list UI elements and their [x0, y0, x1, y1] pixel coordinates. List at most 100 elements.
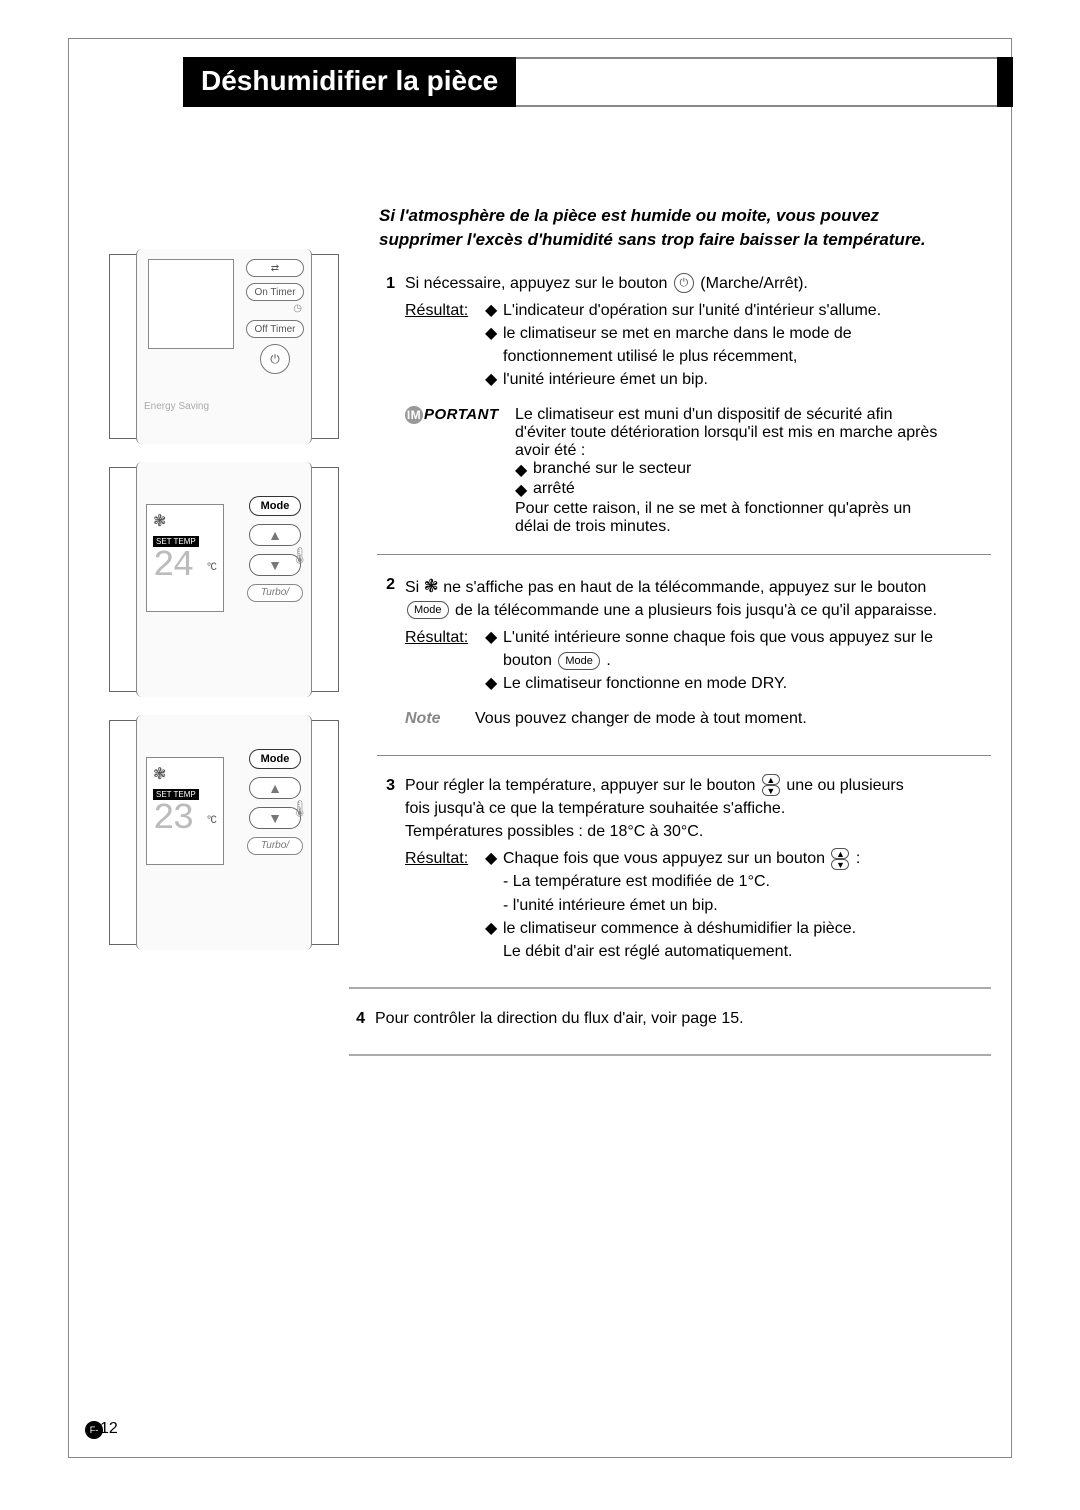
- page-title: Déshumidifier la pièce: [183, 57, 516, 107]
- step-number: 1: [379, 272, 405, 392]
- power-button: ⏻: [260, 344, 290, 374]
- note-label: Note: [405, 707, 475, 730]
- manual-page: Déshumidifier la pièce ⇄ On Timer ◷ Off …: [68, 38, 1012, 1458]
- note-block: Note Vous pouvez changer de mode à tout …: [405, 707, 991, 730]
- result-bullets: ◆L'indicateur d'opération sur l'unité d'…: [485, 299, 991, 392]
- on-timer-button: On Timer: [246, 283, 304, 301]
- important-text: d'éviter toute détérioration lorsqu'il e…: [515, 424, 991, 442]
- step-number: 3: [379, 774, 405, 964]
- remote-screen: ❃ SET TEMP 23 °C: [146, 757, 224, 865]
- bullet-text: fonctionnement utilisé le plus récemment…: [503, 345, 797, 368]
- separator: [377, 554, 991, 555]
- intro-line: supprimer l'excès d'humidité sans trop f…: [379, 230, 926, 249]
- step-text: Si ❃ ne s'affiche pas en haut de la télé…: [405, 573, 991, 599]
- important-callout: IMPORTANT Le climatiseur est muni d'un d…: [405, 406, 991, 536]
- remote-screen: [148, 259, 234, 349]
- dry-mode-icon: ❃: [153, 511, 217, 531]
- separator-wide: [349, 987, 991, 989]
- result-block: Résultat: ◆L'indicateur d'opération sur …: [405, 299, 991, 392]
- illustration-column: ⇄ On Timer ◷ Off Timer ⏻ Energy Saving ❃…: [89, 254, 359, 973]
- page-number: F-12: [85, 1420, 118, 1439]
- temp-up-button: ▲: [249, 524, 301, 546]
- separator: [377, 755, 991, 756]
- bullet-icon: ◆: [515, 480, 533, 500]
- page-number-value: 12: [100, 1420, 118, 1437]
- step-number: 4: [349, 1007, 375, 1030]
- temperature-display: 24 °C: [153, 549, 217, 583]
- important-icon: IM: [405, 406, 423, 424]
- updown-icon: ▲▼: [762, 774, 780, 796]
- result-block: Résultat: ◆Chaque fois que vous appuyez …: [405, 847, 991, 963]
- intro-line: Si l'atmosphère de la pièce est humide o…: [379, 206, 879, 225]
- bullet-text: L'unité intérieure sonne chaque fois que…: [503, 626, 933, 649]
- bullet-text: L'indicateur d'opération sur l'unité d'i…: [503, 299, 881, 322]
- title-endcap: [997, 57, 1013, 107]
- result-bullets: ◆L'unité intérieure sonne chaque fois qu…: [485, 626, 991, 696]
- title-rule: [516, 57, 997, 107]
- step-body: Pour régler la température, appuyer sur …: [405, 774, 991, 964]
- step-text: Pour régler la température, appuyer sur …: [405, 774, 991, 797]
- step-4: 4 Pour contrôler la direction du flux d'…: [349, 1007, 991, 1036]
- step-text: Pour contrôler la direction du flux d'ai…: [375, 1007, 991, 1030]
- temp-unit: °C: [206, 804, 215, 838]
- important-label: IMPORTANT: [405, 406, 515, 536]
- step-text: fois jusqu'à ce que la température souha…: [405, 797, 991, 820]
- bullet-icon: ◆: [485, 368, 503, 391]
- turbo-button: Turbo/: [247, 584, 303, 602]
- important-text: Pour cette raison, il ne se met à foncti…: [515, 500, 991, 518]
- bullet-text: le climatiseur se met en marche dans le …: [503, 322, 852, 345]
- energy-saving-label: Energy Saving: [144, 401, 209, 412]
- bullet-icon: ◆: [485, 917, 503, 940]
- temp-value: 23: [153, 798, 192, 839]
- bullet-text: bouton Mode .: [503, 649, 611, 672]
- separator-wide: [349, 1054, 991, 1056]
- mode-button: Mode: [249, 496, 301, 516]
- result-block: Résultat: ◆L'unité intérieure sonne chaq…: [405, 626, 991, 696]
- bullet-text: l'unité intérieure émet un bip.: [503, 368, 708, 391]
- step-text: Mode de la télécommande une a plusieurs …: [405, 599, 991, 622]
- bullet-text: Chaque fois que vous appuyez sur un bout…: [503, 847, 860, 870]
- bullet-icon: ◆: [485, 847, 503, 870]
- temp-value: 24: [153, 545, 192, 586]
- swing-button: ⇄: [246, 259, 304, 277]
- bullet-icon: ◆: [485, 626, 503, 649]
- title-bar: Déshumidifier la pièce: [183, 57, 1013, 107]
- remote-screen: ❃ SET TEMP 24 °C: [146, 504, 224, 612]
- remote-illustration-2: ❃ SET TEMP 24 °C Mode ▲ ▼ Turbo/ 🌡: [109, 467, 339, 692]
- intro-paragraph: Si l'atmosphère de la pièce est humide o…: [379, 204, 991, 252]
- mode-button: Mode: [249, 749, 301, 769]
- temp-unit: °C: [206, 551, 215, 585]
- bullet-icon: ◆: [485, 322, 503, 345]
- remote-buttons: ⇄ On Timer ◷ Off Timer ⏻: [244, 259, 306, 374]
- result-bullets: ◆Chaque fois que vous appuyez sur un bou…: [485, 847, 991, 963]
- important-text: avoir été :: [515, 442, 991, 460]
- dry-mode-icon: ❃: [153, 764, 217, 784]
- bullet-text: - La température est modifiée de 1°C.: [503, 870, 770, 893]
- step-body: Si nécessaire, appuyez sur le bouton ⏻ (…: [405, 272, 991, 392]
- important-text: délai de trois minutes.: [515, 518, 991, 536]
- bullet-text: Le climatiseur fonctionne en mode DRY.: [503, 672, 787, 695]
- bullet-icon: ◆: [485, 299, 503, 322]
- bullet-text: - l'unité intérieure émet un bip.: [503, 894, 718, 917]
- bullet-text: branché sur le secteur: [533, 460, 691, 480]
- text-column: Si l'atmosphère de la pièce est humide o…: [379, 204, 991, 1074]
- turbo-button: Turbo/: [247, 837, 303, 855]
- result-label: Résultat:: [405, 299, 485, 392]
- note-text: Vous pouvez changer de mode à tout momen…: [475, 707, 807, 730]
- step-1: 1 Si nécessaire, appuyez sur le bouton ⏻…: [379, 272, 991, 398]
- clock-icon: ◷: [293, 303, 302, 314]
- content-area: ⇄ On Timer ◷ Off Timer ⏻ Energy Saving ❃…: [89, 204, 991, 1437]
- step-text: Si nécessaire, appuyez sur le bouton ⏻ (…: [405, 272, 991, 295]
- bullet-icon: ◆: [485, 672, 503, 695]
- step-2: 2 Si ❃ ne s'affiche pas en haut de la té…: [379, 573, 991, 737]
- remote-illustration-3: ❃ SET TEMP 23 °C Mode ▲ ▼ Turbo/ 🌡: [109, 720, 339, 945]
- bullet-text: arrêté: [533, 480, 575, 500]
- mode-pill: Mode: [407, 601, 449, 619]
- updown-icon: ▲▼: [831, 848, 849, 870]
- bullet-text: Le débit d'air est réglé automatiquement…: [503, 940, 792, 963]
- step-body: Pour contrôler la direction du flux d'ai…: [375, 1007, 991, 1030]
- temperature-display: 23 °C: [153, 802, 217, 836]
- result-label: Résultat:: [405, 626, 485, 696]
- step-3: 3 Pour régler la température, appuyer su…: [379, 774, 991, 970]
- step-text: Températures possibles : de 18°C à 30°C.: [405, 820, 991, 843]
